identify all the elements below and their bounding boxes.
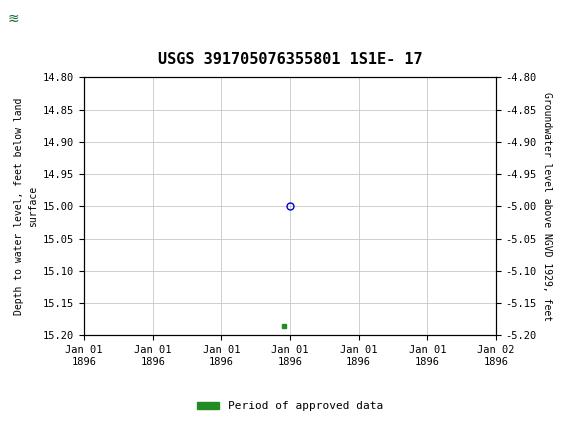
Y-axis label: Depth to water level, feet below land
surface: Depth to water level, feet below land su… [14, 98, 38, 315]
Bar [6, 4, 44, 35]
Y-axis label: Groundwater level above NGVD 1929, feet: Groundwater level above NGVD 1929, feet [542, 92, 552, 321]
Text: USGS 391705076355801 1S1E- 17: USGS 391705076355801 1S1E- 17 [158, 52, 422, 68]
Text: USGS: USGS [48, 12, 95, 27]
Text: ≋: ≋ [8, 12, 19, 25]
Legend: Period of approved data: Period of approved data [193, 397, 387, 416]
